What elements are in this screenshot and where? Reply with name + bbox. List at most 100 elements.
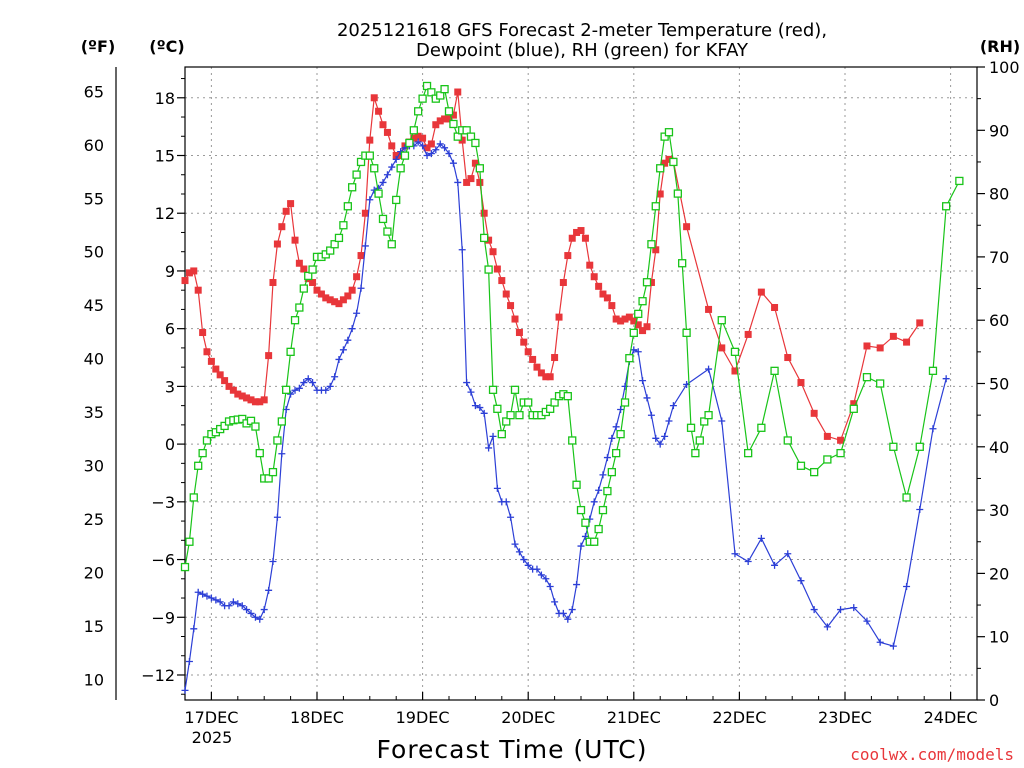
dewpoint-point	[348, 325, 356, 333]
temperature-point	[247, 396, 255, 404]
dewpoint-point	[559, 609, 567, 617]
temperature-point	[889, 332, 897, 340]
rh-point	[810, 467, 819, 477]
dewpoint-point	[300, 379, 308, 387]
rh-point	[625, 354, 634, 363]
dewpoint-point	[194, 588, 202, 596]
temperature-point	[243, 394, 251, 402]
dewpoint-point	[256, 615, 264, 623]
dewpoint-point	[432, 146, 440, 154]
dewpoint-point	[216, 598, 224, 606]
dewpoint-point	[568, 606, 576, 614]
temperature-point	[291, 236, 299, 244]
dewpoint-point	[449, 159, 457, 167]
temperature-point	[256, 398, 264, 406]
dewpoint-point	[388, 163, 396, 171]
temperature-point	[194, 286, 202, 294]
rh-point	[440, 85, 449, 94]
rh-point	[194, 461, 203, 470]
rh-point	[656, 164, 665, 173]
rh-point	[594, 524, 603, 534]
temperature-point	[876, 344, 884, 352]
dewpoint-point	[652, 434, 660, 442]
celsius-tick-label: −12	[141, 666, 175, 685]
temperature-point	[718, 344, 726, 352]
x-tick-label: 22DEC	[712, 708, 766, 727]
fahrenheit-tick-label: 50	[84, 243, 104, 262]
temperature-point	[476, 178, 484, 186]
dewpoint-point	[278, 450, 286, 458]
temperature-point	[375, 107, 383, 115]
temperature-point	[661, 159, 669, 167]
temperature-point	[916, 319, 924, 327]
temperature-point	[705, 305, 713, 313]
rh-point	[418, 94, 427, 103]
rh-point	[268, 467, 278, 477]
time-axis: 17DEC 18DEC 19DEC 20DEC 21DEC 22DEC 23DEC 24DEC	[184, 692, 978, 727]
rh-point	[365, 151, 374, 160]
temperature-point	[348, 286, 356, 294]
dewpoint-point	[757, 534, 765, 542]
dewpoint-point	[383, 171, 391, 179]
temperature-series	[181, 88, 924, 444]
temperature-point	[581, 234, 589, 242]
dewpoint-point	[454, 178, 462, 186]
rh-point	[471, 138, 480, 148]
rh-point	[757, 423, 766, 432]
fahrenheit-tick-label: 40	[84, 350, 104, 369]
temperature-point	[265, 352, 273, 360]
dewpoint-point	[185, 658, 193, 666]
temperature-point	[555, 313, 563, 321]
rh-point	[607, 467, 616, 477]
series-layer	[180, 81, 964, 694]
dewpoint-point	[238, 602, 246, 610]
rh-point	[220, 421, 229, 431]
temperature-point	[595, 282, 603, 290]
rh-point	[576, 505, 586, 515]
dewpoint-point	[269, 557, 277, 565]
dewpoint-point	[520, 556, 528, 564]
rh-tick-label: 70	[989, 248, 1009, 267]
temperature-point	[423, 144, 431, 152]
rh-point	[700, 417, 709, 426]
temperature-point	[903, 338, 911, 346]
dewpoint-point	[603, 454, 611, 462]
temperature-point	[621, 315, 629, 323]
rh-point	[612, 448, 621, 458]
dewpoint-point	[661, 432, 669, 440]
temperature-point	[612, 315, 620, 323]
rh-point	[334, 233, 344, 243]
dewpoint-point	[564, 615, 572, 623]
dewpoint-point	[493, 484, 501, 492]
dewpoint-point	[617, 405, 625, 413]
temperature-point	[639, 327, 647, 335]
fahrenheit-tick-label: 35	[84, 403, 104, 422]
temperature-point	[454, 88, 462, 96]
temperature-point	[520, 338, 528, 346]
temperature-point	[419, 134, 427, 142]
rh-point	[422, 81, 432, 91]
temperature-point	[617, 317, 625, 325]
dewpoint-point	[291, 386, 299, 394]
dewpoint-point	[419, 142, 427, 150]
rh-tick-label: 20	[989, 564, 1009, 583]
rh-point	[400, 151, 410, 160]
temperature-point	[630, 317, 638, 325]
rh-point	[634, 309, 643, 319]
fahrenheit-axis: 65 60 55 50 45 40 35 30 25 20 15 10	[84, 82, 104, 689]
dewpoint-point	[273, 513, 281, 521]
temperature-point	[643, 323, 651, 331]
dewpoint-point	[810, 606, 818, 614]
dewpoint-point	[599, 471, 607, 479]
temperature-point	[260, 396, 268, 404]
rh-series	[180, 81, 964, 572]
temperature-point	[322, 294, 330, 302]
temperature-point	[207, 357, 215, 365]
dewpoint-point	[573, 581, 581, 589]
rh-point	[453, 132, 462, 141]
rh-point	[488, 385, 498, 394]
temperature-point	[507, 302, 515, 310]
temperature-point	[489, 248, 497, 256]
temperature-point	[190, 267, 198, 275]
rh-point	[326, 246, 335, 255]
